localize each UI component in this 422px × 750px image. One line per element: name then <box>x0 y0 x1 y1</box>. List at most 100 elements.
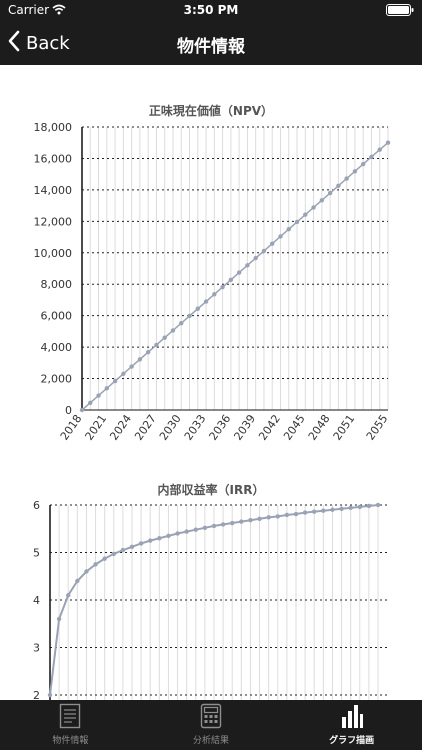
npv-data-point <box>112 378 118 384</box>
irr-data-point <box>148 538 153 543</box>
x-tick-label: 2030 <box>157 412 184 442</box>
irr-data-point <box>220 522 226 527</box>
y-tick-label: 8,000 <box>41 278 73 291</box>
irr-data-point <box>102 556 107 561</box>
irr-data-point <box>239 519 244 524</box>
npv-data-point <box>104 386 110 391</box>
x-tick-label: 2018 <box>58 412 85 442</box>
y-tick-label: 6 <box>33 499 40 512</box>
irr-chart-title: 内部収益率（IRR） <box>157 483 265 497</box>
irr-data-point <box>120 547 126 553</box>
calculator-icon <box>200 703 222 729</box>
npv-data-point <box>253 255 258 261</box>
npv-data-point <box>228 277 234 283</box>
back-button[interactable]: Back <box>8 30 70 56</box>
irr-data-point <box>348 505 353 511</box>
irr-data-point <box>339 506 344 511</box>
npv-data-point <box>79 407 85 413</box>
npv-data-point <box>278 234 283 239</box>
npv-data-point <box>88 400 93 405</box>
irr-chart: 2 3 4 5 6 <box>33 499 388 700</box>
irr-data-point <box>184 529 189 534</box>
back-button-label: Back <box>26 32 70 54</box>
npv-data-point <box>203 299 209 304</box>
x-tick-label: 2042 <box>256 412 283 442</box>
irr-data-point <box>302 510 308 515</box>
npv-data-point <box>154 342 159 348</box>
y-tick-label: 2 <box>33 689 40 700</box>
irr-data-point <box>111 551 116 557</box>
y-tick-label: 10,000 <box>34 247 73 260</box>
x-tick-label: 2055 <box>364 412 391 442</box>
npv-data-point <box>129 364 134 369</box>
npv-data-point <box>245 263 250 268</box>
npv-data-point <box>162 335 167 340</box>
irr-data-point <box>47 692 53 698</box>
irr-data-point <box>312 509 317 514</box>
irr-data-point <box>157 536 162 541</box>
irr-data-point <box>375 502 381 508</box>
npv-data-point <box>236 270 242 275</box>
tab-graph-drawing[interactable]: グラフ描画 <box>281 700 422 750</box>
tab-analysis-results[interactable]: 分析結果 <box>141 700 282 750</box>
irr-data-point <box>248 518 253 523</box>
npv-data-point <box>261 248 267 254</box>
irr-data-point <box>75 578 80 584</box>
npv-data-point <box>121 371 126 377</box>
document-icon <box>59 703 81 729</box>
irr-data-point <box>202 525 208 530</box>
x-tick-label: 2033 <box>182 412 209 442</box>
chart-scroll-area[interactable]: 正味現在価値（NPV） 0 2,000 4,000 6,000 8,000 10,000 1… <box>0 65 422 700</box>
npv-data-point <box>369 154 374 160</box>
x-tick-label: 2021 <box>83 412 110 442</box>
wifi-icon <box>52 4 66 18</box>
npv-data-point <box>385 140 391 145</box>
irr-data-point <box>66 593 71 598</box>
npv-data-point <box>220 284 225 290</box>
navigation-bar: Back 物件情報 <box>0 20 422 65</box>
irr-data-point <box>293 511 299 517</box>
irr-data-point <box>211 523 217 529</box>
irr-data-point <box>330 507 335 512</box>
tab-property-info-label: 物件情報 <box>52 736 89 746</box>
irr-data-point <box>138 541 144 546</box>
x-tick-label: 2048 <box>306 412 333 442</box>
irr-data-point <box>56 616 62 622</box>
carrier-label: Carrier <box>8 3 50 17</box>
y-tick-label: 6,000 <box>41 310 73 323</box>
bar-chart-icon <box>340 703 364 729</box>
y-tick-label: 2,000 <box>41 373 73 386</box>
y-tick-label: 5 <box>33 547 40 560</box>
irr-data-point <box>93 562 98 567</box>
tab-property-info[interactable]: 物件情報 <box>0 700 141 750</box>
irr-data-point <box>366 503 372 509</box>
npv-data-point <box>294 219 300 225</box>
y-tick-label: 12,000 <box>34 215 73 228</box>
battery-icon <box>386 4 414 19</box>
irr-data-point <box>321 508 326 513</box>
y-tick-label: 16,000 <box>34 152 73 165</box>
npv-data-point <box>352 169 358 174</box>
chevron-left-icon <box>8 30 20 56</box>
npv-chart: 0 2,000 4,000 6,000 8,000 10,000 12,000 14,000 1… <box>34 121 391 443</box>
irr-data-point <box>275 514 280 519</box>
y-tick-label: 0 <box>65 404 72 417</box>
irr-data-point <box>266 515 271 520</box>
y-tick-label: 4 <box>33 594 40 607</box>
irr-data-point <box>84 569 89 574</box>
y-tick-label: 18,000 <box>34 121 73 134</box>
npv-data-point <box>377 147 382 152</box>
x-tick-label: 2051 <box>331 412 358 442</box>
npv-data-point <box>270 241 275 246</box>
x-tick-label: 2027 <box>132 412 159 442</box>
npv-data-point <box>145 349 151 355</box>
npv-data-point <box>137 357 143 362</box>
npv-data-point <box>212 292 217 297</box>
npv-data-point <box>311 205 316 210</box>
irr-data-point <box>357 504 362 510</box>
tab-bar: 物件情報 分析結果 グラフ描画 <box>0 700 422 750</box>
npv-series-line <box>81 142 389 411</box>
x-tick-label: 2045 <box>281 412 308 442</box>
x-tick-label: 2024 <box>107 412 134 442</box>
npv-data-point <box>96 393 101 398</box>
